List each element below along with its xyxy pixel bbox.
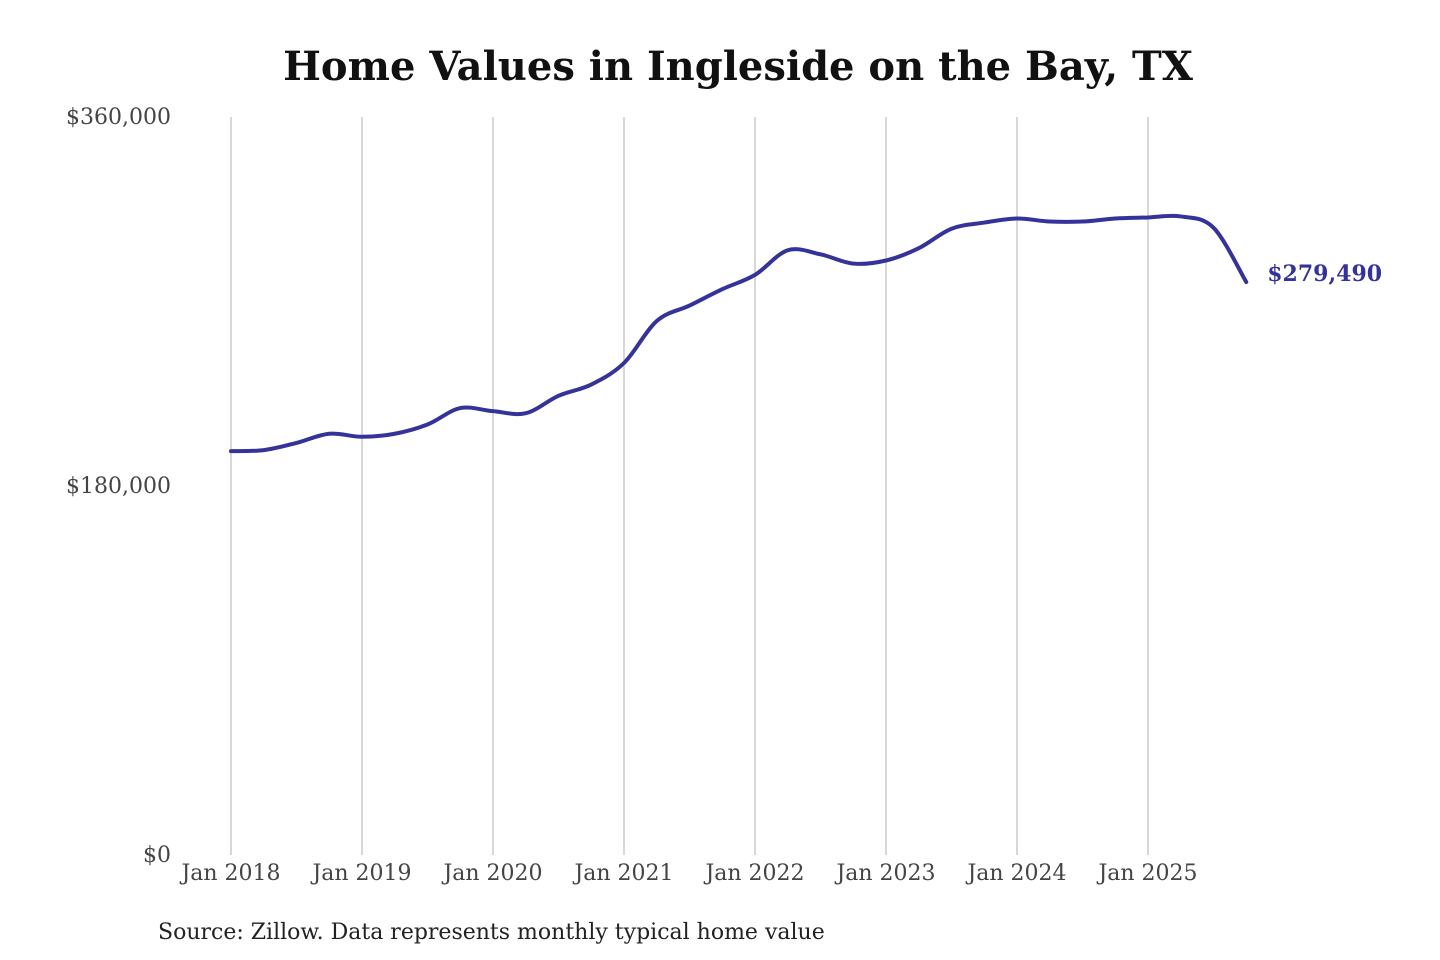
x-tick-label: Jan 2018 bbox=[179, 861, 280, 886]
x-tick-label: Jan 2024 bbox=[965, 861, 1066, 886]
series-layer: $279,490 bbox=[229, 213, 1382, 454]
end-value-label: $279,490 bbox=[1267, 261, 1382, 287]
x-tick-label: Jan 2023 bbox=[834, 861, 935, 886]
source-note: Source: Zillow. Data represents monthly … bbox=[158, 920, 825, 945]
x-tick-label: Jan 2022 bbox=[703, 861, 804, 886]
y-axis: $0 $180,000 $360,000 bbox=[66, 105, 171, 868]
x-tick-label: Jan 2021 bbox=[572, 861, 673, 886]
gridlines bbox=[230, 117, 1149, 855]
x-tick-label: Jan 2019 bbox=[310, 861, 411, 886]
y-tick-label: $360,000 bbox=[66, 105, 171, 130]
x-tick-label: Jan 2020 bbox=[441, 861, 542, 886]
y-tick-label: $0 bbox=[143, 843, 171, 868]
series-line bbox=[229, 213, 1249, 454]
chart-title: Home Values in Ingleside on the Bay, TX bbox=[283, 43, 1193, 90]
x-tick-label: Jan 2025 bbox=[1096, 861, 1197, 886]
y-tick-label: $180,000 bbox=[66, 474, 171, 499]
x-axis: Jan 2018 Jan 2019 Jan 2020 Jan 2021 Jan 2022… bbox=[179, 861, 1197, 886]
